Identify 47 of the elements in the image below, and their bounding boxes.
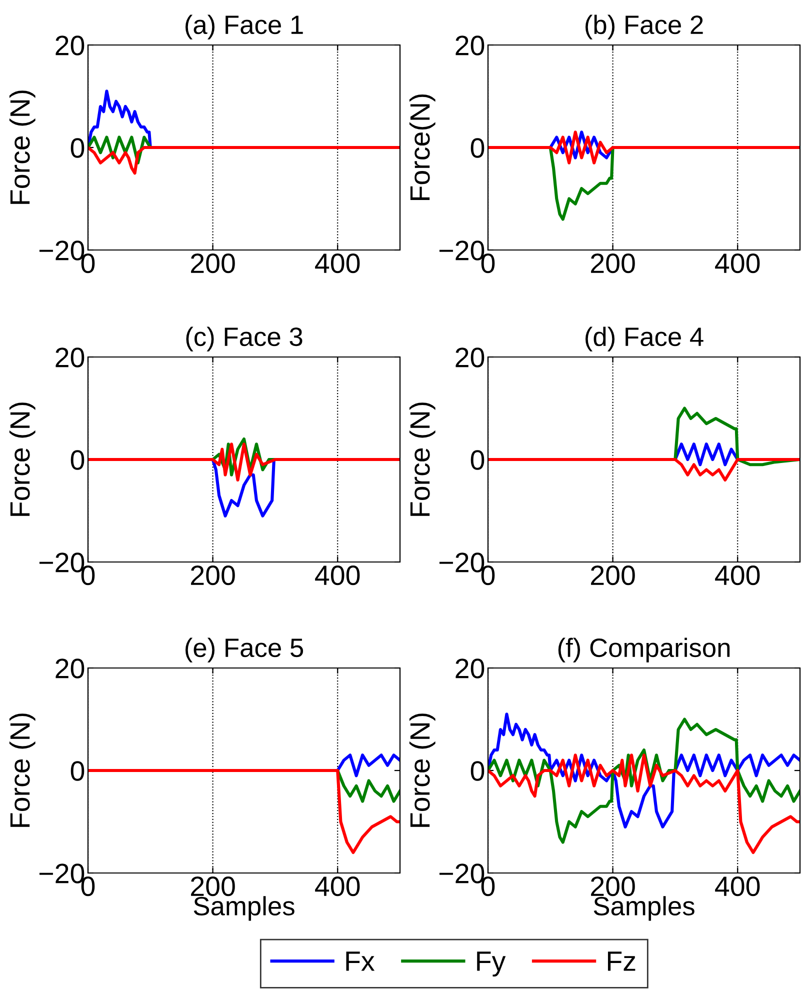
line-series [88,768,400,854]
line-series [488,458,800,482]
y-axis-title: Force (N) [9,402,36,516]
x-tick-label: 400 [715,566,760,586]
line-series [488,712,800,828]
x-tick-label: 400 [315,254,360,274]
y-axis-title: Force (N) [409,402,436,516]
y-axis-title: Force (N) [9,90,36,204]
y-tick-label: 0 [470,761,484,781]
y-tick-label: 0 [470,138,484,158]
line-series [88,146,400,175]
line-series [488,754,800,854]
x-tick-label: 400 [715,254,760,274]
y-tick-label: 20 [56,36,84,56]
line-series [88,442,400,482]
y-tick-label: 0 [70,450,84,470]
y-tick-label: 0 [470,450,484,470]
chart-title: (a) Face 1 [186,14,303,40]
y-tick-label: 0 [70,138,84,158]
y-axis-title: Force (N) [409,714,436,827]
legend-label: Fz [608,952,636,971]
y-tick-label: 20 [456,36,484,56]
y-tick-label: 20 [56,658,84,678]
x-tick-label: 400 [315,566,360,586]
x-tick-label: 200 [591,566,635,586]
legend-label: Fx [346,952,375,971]
chart-title: (c) Face 3 [186,326,302,352]
y-tick-label: 20 [56,348,84,368]
x-tick-label: 200 [191,254,235,274]
y-tick-label: 20 [456,658,484,678]
chart-title: (b) Face 2 [586,14,703,40]
x-axis-title: Samples [194,896,294,921]
y-tick-label: 20 [456,348,484,368]
y-tick-label: 0 [70,761,84,781]
chart-title: (d) Face 4 [586,326,704,352]
x-tick-label: 400 [315,876,360,896]
y-axis-title: Force (N) [9,714,36,827]
y-axis-title: Force(N) [409,94,436,200]
x-tick-label: 200 [591,254,635,274]
legend-label: Fy [477,952,506,977]
x-tick-label: 200 [591,876,635,896]
x-tick-label: 200 [191,566,235,586]
chart-title: (e) Face 5 [186,638,304,662]
x-tick-label: 400 [715,876,760,896]
chart-title: (f) Comparison [558,638,730,662]
x-axis-title: Samples [594,896,694,921]
x-tick-label: 200 [191,876,235,896]
